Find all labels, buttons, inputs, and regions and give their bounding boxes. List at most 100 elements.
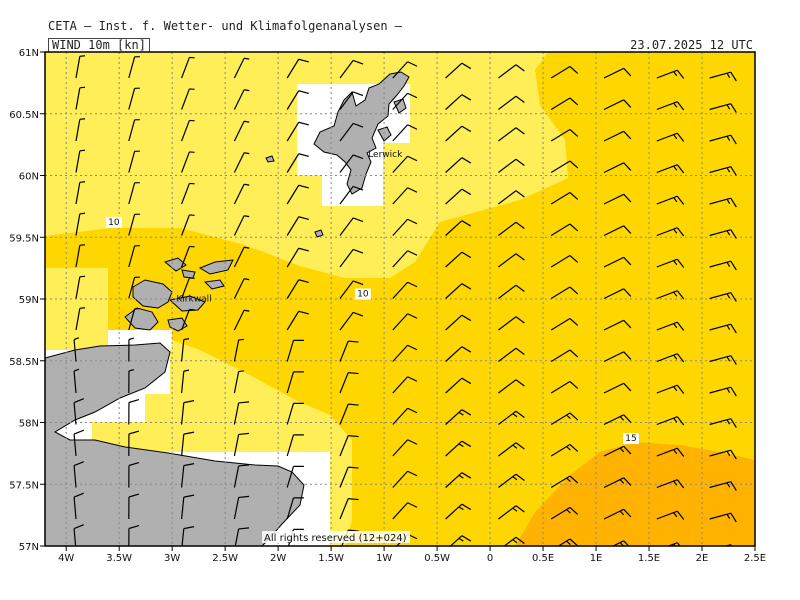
wind-barb <box>286 247 309 268</box>
wind-barb <box>603 99 632 111</box>
wind-barb <box>392 155 418 173</box>
lon-tick-label: 2.5W <box>212 553 238 564</box>
wind-barb <box>286 184 309 205</box>
wind-barb <box>339 497 359 520</box>
wind-barb <box>128 524 140 546</box>
wind-barb <box>709 418 737 428</box>
wind-barb <box>233 183 250 205</box>
wind-barbs <box>73 55 788 546</box>
wind-band-15-20 <box>515 442 755 546</box>
wind-barb <box>128 398 140 425</box>
wind-barb <box>181 308 195 331</box>
contour-label-box <box>105 216 122 228</box>
lat-tick-label: 61N <box>19 48 39 59</box>
wind-barb <box>233 370 244 394</box>
wind-barb <box>498 347 525 362</box>
wind-barb <box>181 56 195 79</box>
wind-barb <box>449 535 472 546</box>
wind-barb <box>128 150 140 173</box>
wind-barb <box>392 187 418 205</box>
wind-barb <box>73 368 80 394</box>
wind-barb <box>762 200 788 209</box>
wind-barb <box>233 309 250 331</box>
wind-barb <box>286 153 309 173</box>
wind-barb <box>445 314 472 331</box>
wind-barb <box>286 371 304 394</box>
lat-tick-label: 58.5N <box>9 357 39 368</box>
wind-barb <box>709 197 737 208</box>
wind-barb <box>709 323 737 334</box>
wind-barb <box>503 536 525 546</box>
wind-barb <box>603 414 632 426</box>
wind-barb <box>603 508 632 520</box>
wind-barb <box>550 349 579 363</box>
wind-barb <box>445 409 472 425</box>
wind-barb <box>233 120 250 142</box>
wind-barb <box>75 55 86 79</box>
wind-barb <box>128 493 140 520</box>
wind-barb <box>762 232 788 241</box>
wind-barb <box>128 461 140 488</box>
lat-tick-label: 60N <box>19 172 39 183</box>
wind-barb <box>181 526 195 546</box>
wind-barb <box>445 283 472 299</box>
lon-tick-label: 0.5E <box>532 553 554 564</box>
wind-barb <box>233 401 250 425</box>
lon-tick-label: 1W <box>376 553 392 564</box>
wind-barb <box>656 164 685 174</box>
wind-barb <box>339 340 359 362</box>
wind-barb <box>656 227 685 237</box>
wind-barb <box>233 432 250 457</box>
wind-barb <box>73 492 85 520</box>
wind-barb <box>181 400 195 425</box>
wind-barb <box>73 337 80 362</box>
map-labels: Lerwick Kirkwall 10 10 15 All rights reserved… <box>105 150 640 544</box>
wind-barb <box>550 286 579 300</box>
wind-barb <box>709 386 737 397</box>
wind-barb <box>550 160 579 174</box>
wind-barb <box>286 216 309 236</box>
lat-lon-grid <box>45 52 755 546</box>
wind-barb <box>392 250 418 268</box>
wind-barb <box>445 220 472 236</box>
wind-barb <box>181 88 195 110</box>
wind-barb <box>233 215 250 236</box>
wind-barb <box>762 452 788 462</box>
wind-barb <box>762 169 788 178</box>
wind-barb <box>392 124 418 142</box>
wind-barb <box>550 97 579 111</box>
wind-barb <box>762 137 788 146</box>
wind-barb <box>392 92 418 110</box>
wind-barb <box>762 515 788 525</box>
wind-barb <box>339 466 359 488</box>
wind-barb <box>498 473 525 488</box>
wind-barb <box>128 87 140 110</box>
wind-barb <box>656 416 685 426</box>
wind-barb <box>75 86 86 110</box>
lon-tick-label: 2E <box>696 553 709 564</box>
lon-tick-label: 4W <box>58 553 74 564</box>
axis-ticks: 4W 3.5W 3W 2.5W 2W 1.5W 1W 0.5W 0 0.5E 1E 1.5E 2E 2.5… <box>9 48 766 564</box>
wind-barb <box>128 430 140 457</box>
lat-tick-label: 57N <box>19 542 39 553</box>
lat-tick-label: 59.5N <box>9 233 39 244</box>
wind-barb <box>128 368 135 394</box>
wind-barb <box>709 166 737 176</box>
wind-barb <box>75 181 86 205</box>
lon-tick-label: 1E <box>590 553 603 564</box>
lon-tick-label: 3.5W <box>106 553 132 564</box>
wind-barb <box>709 229 737 239</box>
wind-barb <box>498 221 525 236</box>
wind-barb <box>762 326 788 335</box>
wind-barb <box>656 384 685 394</box>
wind-barb <box>339 91 364 110</box>
wind-barb <box>286 121 309 142</box>
product-label: WIND 10m [kn] <box>48 38 150 53</box>
wind-barb <box>762 421 788 431</box>
wind-barb <box>75 118 86 142</box>
wind-barb <box>656 101 685 111</box>
wind-barb <box>128 182 140 205</box>
wind-barb <box>75 244 86 268</box>
wind-barb <box>181 463 195 488</box>
wind-barb <box>498 95 525 110</box>
